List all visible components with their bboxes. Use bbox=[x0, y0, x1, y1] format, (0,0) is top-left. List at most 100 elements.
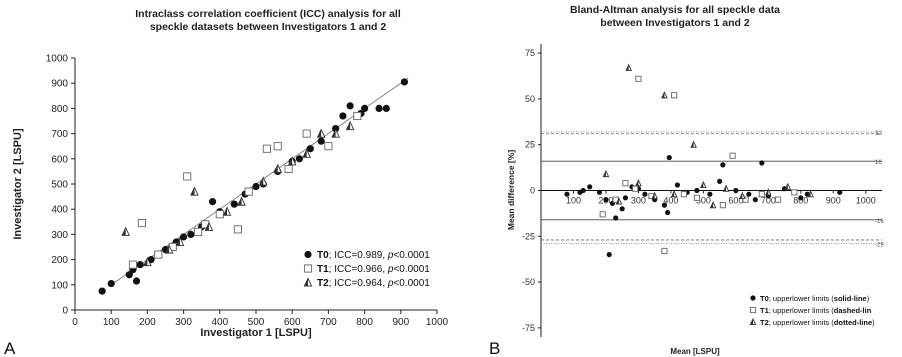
panel-label-a: A bbox=[4, 339, 16, 357]
icc-legend-label-t1: T1; ICC=0.966, p<0.0001 bbox=[317, 264, 430, 275]
icc-point-t2 bbox=[258, 176, 268, 186]
icc-point-t0 bbox=[295, 155, 304, 163]
icc-point-t0 bbox=[136, 261, 144, 269]
icc-point-t2 bbox=[287, 156, 297, 166]
icc-legend-marker-t2 bbox=[303, 277, 313, 287]
icc-point-t1 bbox=[353, 111, 362, 121]
icc-point-t0 bbox=[208, 198, 217, 206]
ba-point-t0 bbox=[746, 191, 752, 197]
ba-point-t0 bbox=[674, 182, 681, 188]
ba-point-t0 bbox=[733, 187, 739, 194]
icc-chart: Intraclass correlation coefficient (ICC)… bbox=[4, 8, 449, 357]
icc-point-t1 bbox=[215, 210, 224, 219]
icc-point-t2 bbox=[222, 206, 232, 216]
icc-point-t2 bbox=[302, 148, 311, 158]
icc-y-tick-label: 0 bbox=[62, 306, 68, 317]
ba-point-t2 bbox=[722, 184, 730, 192]
ba-legend-marker-t1 bbox=[749, 306, 757, 314]
icc-point-t0 bbox=[252, 182, 260, 191]
icc-point-t1 bbox=[183, 172, 192, 181]
icc-x-tick-label: 500 bbox=[248, 317, 265, 328]
ba-legend-label-t0: T0; upperlower limits (solid-line) bbox=[760, 294, 870, 303]
ba-point-t0 bbox=[707, 191, 713, 197]
ba-point-t1 bbox=[693, 194, 700, 201]
icc-x-tick-label: 600 bbox=[284, 317, 301, 328]
icc-y-tick-label: 700 bbox=[51, 129, 68, 140]
ba-x-tick-label: 900 bbox=[826, 196, 841, 206]
icc-point-t1 bbox=[284, 164, 293, 173]
icc-point-t0 bbox=[180, 233, 188, 241]
ba-point-t0 bbox=[798, 195, 804, 201]
ba-point-t0 bbox=[622, 195, 629, 201]
icc-point-t0 bbox=[187, 230, 195, 238]
ba-limit-label: -29 bbox=[875, 243, 884, 249]
icc-point-t0 bbox=[107, 279, 115, 288]
ba-x-tick-label: 100 bbox=[566, 196, 581, 206]
ba-point-t1 bbox=[680, 191, 687, 198]
icc-point-t1 bbox=[273, 142, 282, 151]
icc-y-tick-label: 200 bbox=[51, 255, 68, 266]
icc-point-t1 bbox=[154, 250, 163, 259]
ba-point-t2 bbox=[700, 180, 707, 189]
ba-point-t2 bbox=[602, 169, 610, 178]
icc-point-t2 bbox=[143, 256, 152, 267]
ba-point-t2 bbox=[690, 140, 697, 148]
icc-point-t2 bbox=[190, 186, 199, 196]
ba-x-tick-label: 700 bbox=[761, 196, 776, 206]
ba-point-t2 bbox=[651, 191, 658, 200]
ba-point-t0 bbox=[603, 197, 609, 203]
icc-x-tick-label: 700 bbox=[320, 317, 337, 328]
ba-point-t0 bbox=[613, 215, 619, 221]
ba-limit-label: -16 bbox=[875, 219, 884, 225]
ba-point-t1 bbox=[742, 196, 749, 203]
ba-point-t1 bbox=[635, 75, 642, 82]
ba-point-t1 bbox=[791, 189, 798, 196]
ba-y-tick-label: 0 bbox=[530, 186, 535, 196]
ba-point-t0 bbox=[694, 187, 700, 194]
icc-point-t0 bbox=[98, 287, 106, 295]
ba-point-t0 bbox=[717, 178, 723, 184]
ba-point-t0 bbox=[837, 189, 843, 195]
ba-point-t0 bbox=[666, 154, 672, 161]
icc-x-tick-label: 0 bbox=[72, 317, 78, 328]
ba-x-tick-label: 500 bbox=[696, 196, 711, 206]
icc-x-tick-label: 200 bbox=[139, 317, 156, 328]
icc-legend-marker-t1 bbox=[303, 264, 313, 273]
ba-point-t0 bbox=[642, 191, 648, 197]
ba-x-tick-label: 1000 bbox=[856, 196, 876, 206]
ba-point-t1 bbox=[661, 247, 668, 254]
icc-point-t1 bbox=[262, 144, 271, 153]
ba-y-tick-label: 50 bbox=[525, 94, 535, 104]
icc-x-tick-label: 1000 bbox=[426, 317, 449, 328]
ba-point-t2 bbox=[625, 63, 632, 71]
ba-y-tick-label: 25 bbox=[525, 140, 535, 150]
icc-point-t2 bbox=[204, 221, 214, 231]
icc-point-t1 bbox=[128, 260, 137, 269]
icc-point-t0 bbox=[306, 145, 314, 153]
ba-x-tick-label: 800 bbox=[793, 196, 808, 206]
ba-point-t2 bbox=[784, 182, 792, 190]
icc-point-t0 bbox=[361, 104, 369, 112]
ba-legend-label-t1: T1; upperlower limits (dashed-lin bbox=[760, 306, 872, 315]
ba-point-t2 bbox=[615, 197, 623, 205]
icc-point-t0 bbox=[339, 112, 347, 120]
ba-x-axis-label: Mean [LSPU] bbox=[670, 347, 720, 356]
ba-y-tick-label: -75 bbox=[522, 323, 535, 333]
icc-y-tick-label: 100 bbox=[51, 280, 68, 291]
ba-title-line-2: between Investigators 1 and 2 bbox=[600, 17, 750, 29]
icc-y-tick-label: 300 bbox=[51, 230, 68, 241]
ba-point-t1 bbox=[758, 191, 765, 198]
ba-point-t1 bbox=[671, 92, 678, 99]
icc-point-t1 bbox=[244, 187, 253, 196]
icc-point-t2 bbox=[121, 226, 130, 236]
icc-x-tick-label: 800 bbox=[356, 317, 373, 328]
icc-x-tick-label: 100 bbox=[103, 317, 120, 328]
ba-point-t1 bbox=[622, 180, 629, 187]
icc-x-tick-label: 300 bbox=[175, 317, 192, 328]
icc-y-axis-label: Investigator 2 [LSPU] bbox=[12, 128, 24, 240]
icc-point-t1 bbox=[324, 142, 333, 151]
icc-y-tick-label: 500 bbox=[51, 180, 68, 191]
ba-x-tick-label: 400 bbox=[663, 196, 678, 206]
icc-x-tick-label: 900 bbox=[392, 317, 409, 328]
